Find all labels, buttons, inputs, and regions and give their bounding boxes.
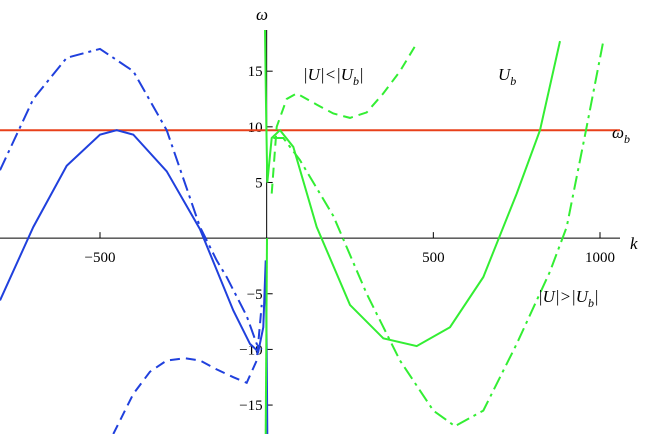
annotation-text: |: [359, 65, 364, 84]
annotation-subscript: b: [510, 74, 516, 88]
annotation-subscript: b: [624, 132, 630, 146]
x-tick-label: 500: [422, 250, 445, 266]
y-axis-label: ω: [256, 5, 268, 24]
y-tick-label: 10: [248, 120, 263, 136]
y-tick-label: −5: [247, 287, 263, 303]
annotation: |U|>|Ub|: [538, 287, 599, 310]
annotation-text: U: [498, 65, 512, 84]
curve: [264, 238, 268, 434]
annotation-text: |U|>|U: [538, 287, 590, 306]
annotation: |U|<|Ub|: [303, 65, 364, 88]
x-tick-label: −500: [85, 250, 116, 266]
annotation-text: |: [594, 287, 599, 306]
annotation: Ub: [498, 65, 516, 88]
y-tick-label: 15: [248, 64, 263, 80]
curve: [270, 42, 418, 194]
curve: [273, 40, 605, 428]
x-axis-label: k: [630, 234, 638, 253]
curve: [264, 29, 561, 348]
annotation-subscript: b: [588, 296, 594, 310]
annotation-text: |U|<|U: [303, 65, 355, 84]
x-tick-label: 1000: [585, 250, 615, 266]
curve: [0, 129, 269, 434]
annotation-subscript: b: [353, 74, 359, 88]
annotation-text: ω: [612, 123, 624, 142]
y-tick-label: −15: [239, 398, 262, 414]
annotation: ωb: [612, 123, 630, 146]
curve: [0, 47, 263, 351]
y-tick-label: 5: [255, 175, 263, 191]
